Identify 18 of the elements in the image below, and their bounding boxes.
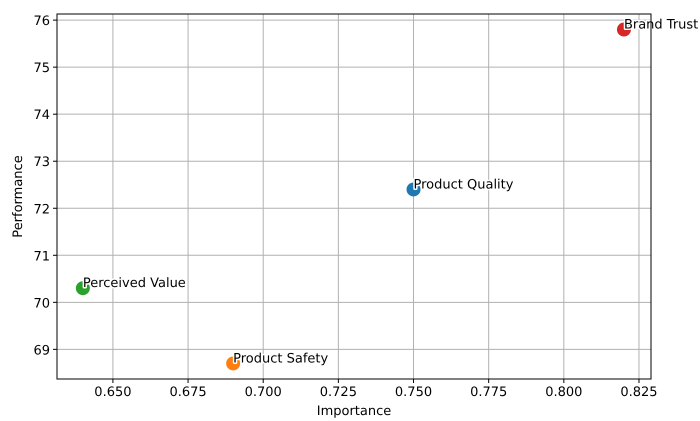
- y-axis-title: Performance: [11, 155, 26, 238]
- x-tick-label: 0.725: [320, 385, 357, 400]
- y-tick-label: 76: [33, 14, 50, 30]
- y-tick-label: 69: [33, 343, 50, 358]
- y-tick-label: 75: [33, 61, 50, 76]
- y-tick-label: 70: [33, 296, 50, 312]
- x-tick-label: 0.750: [394, 385, 432, 400]
- x-axis-title: Importance: [316, 404, 392, 419]
- x-tick-label: 0.800: [545, 385, 582, 400]
- x-tick-label: 0.675: [169, 385, 207, 400]
- y-tick-label: 72: [33, 202, 50, 218]
- x-tick-label: 0.775: [470, 385, 508, 400]
- y-tick-label: 73: [33, 155, 50, 170]
- y-tick-label: 74: [33, 108, 50, 124]
- x-tick-label: 0.650: [94, 385, 132, 400]
- x-tick-label: 0.825: [620, 385, 658, 400]
- y-tick-label: 71: [33, 249, 50, 264]
- x-tick-label: 0.700: [244, 385, 282, 400]
